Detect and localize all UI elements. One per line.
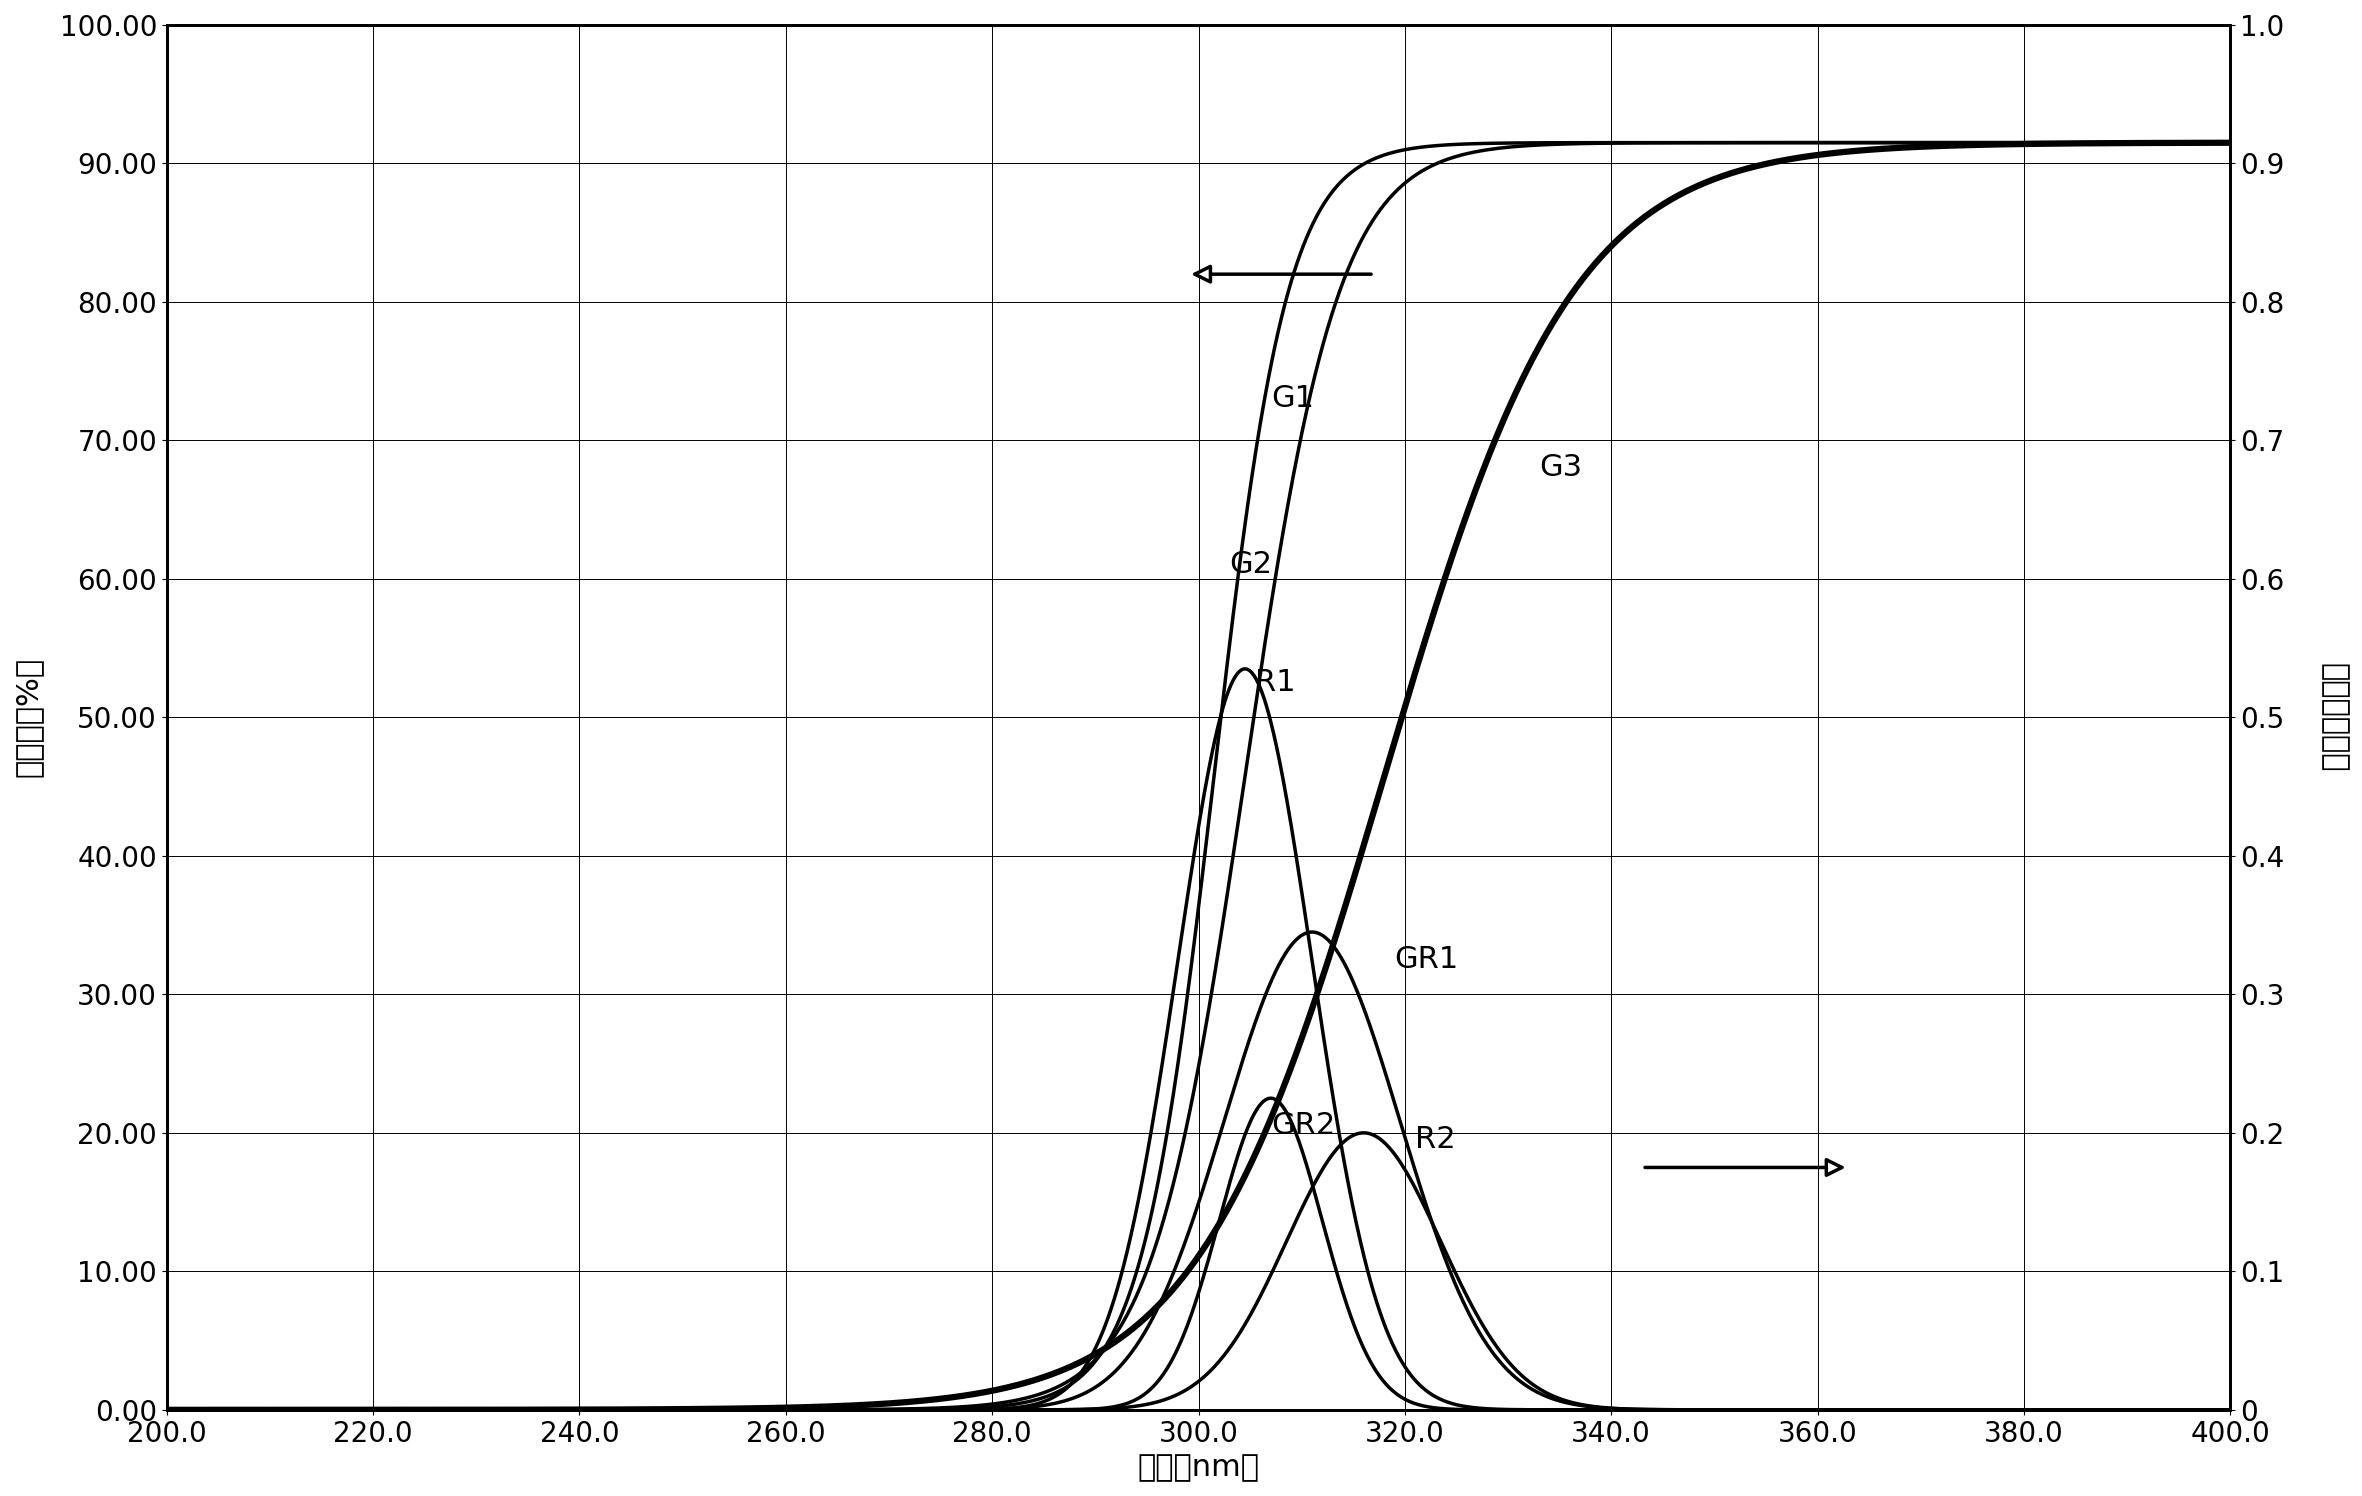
Text: G2: G2: [1231, 551, 1273, 579]
Text: G1: G1: [1271, 383, 1313, 413]
Text: R2: R2: [1415, 1125, 1455, 1153]
Text: GR2: GR2: [1271, 1110, 1335, 1140]
X-axis label: 波長（nm）: 波長（nm）: [1138, 1453, 1259, 1483]
Y-axis label: 透過率（%）: 透過率（%）: [14, 657, 43, 778]
Text: R1: R1: [1254, 667, 1297, 697]
Y-axis label: 樹脂吸収強度: 樹脂吸収強度: [2319, 663, 2348, 772]
Text: GR1: GR1: [1394, 944, 1460, 974]
Text: G3: G3: [1540, 453, 1583, 482]
